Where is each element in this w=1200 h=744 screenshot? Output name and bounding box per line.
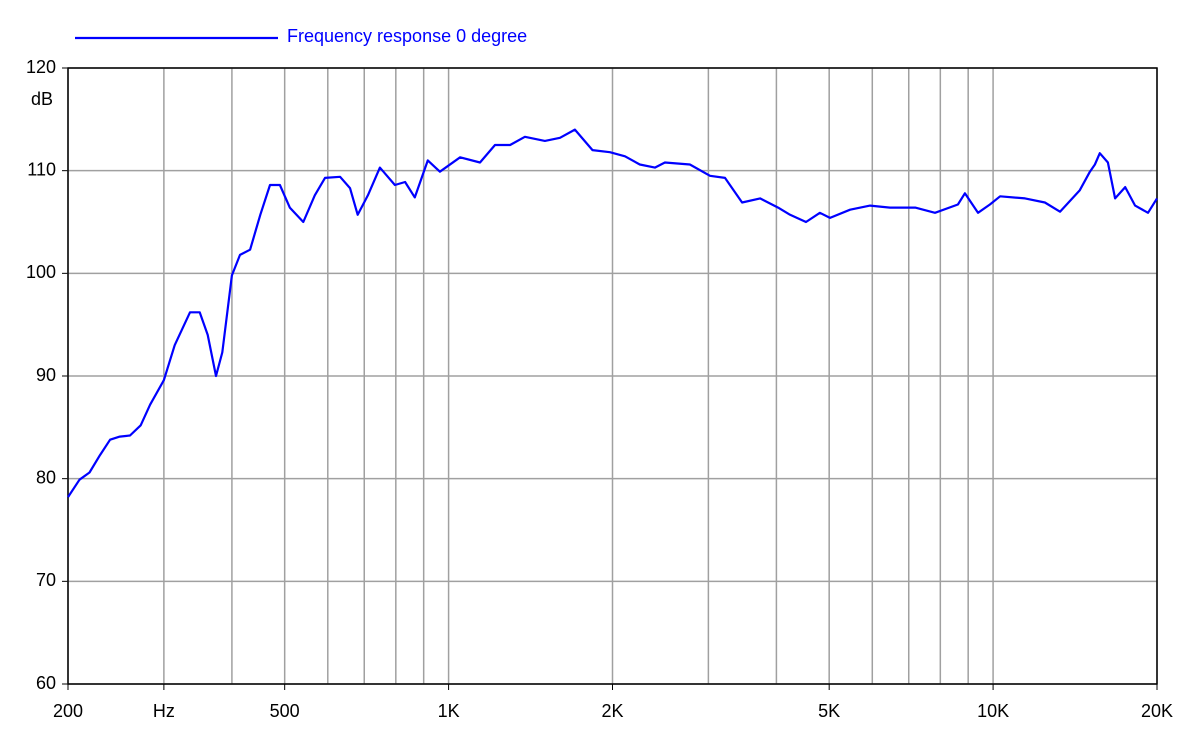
x-tick-label: 5K (818, 701, 840, 721)
x-tick-label: Hz (153, 701, 175, 721)
x-tick-label: 1K (438, 701, 460, 721)
data-line (67, 128, 1158, 498)
x-tick-label: 500 (270, 701, 300, 721)
y-tick-label: 120 (26, 57, 56, 77)
y-tick-label: 70 (36, 570, 56, 590)
y-tick-label: 60 (36, 673, 56, 693)
y-tick-label: 80 (36, 467, 56, 487)
x-tick-label: 20K (1141, 701, 1173, 721)
plot-frame (67, 67, 1158, 685)
legend-label: Frequency response 0 degree (287, 26, 527, 46)
y-tick-label: 100 (26, 262, 56, 282)
y-tick-label: 110 (27, 159, 56, 179)
x-tick-label: 200 (53, 701, 83, 721)
y-tick-label: 90 (36, 365, 56, 385)
x-tick-label: 2K (601, 701, 623, 721)
x-tick-label: 10K (977, 701, 1009, 721)
y-axis-label: dB (31, 89, 53, 109)
